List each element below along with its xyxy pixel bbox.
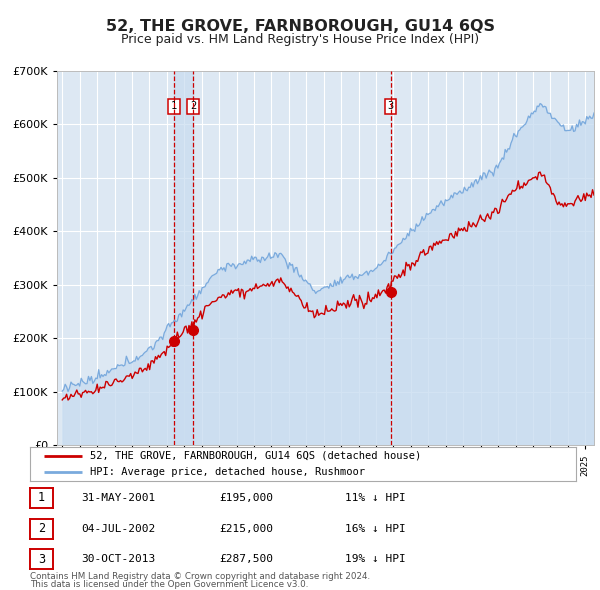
Text: 52, THE GROVE, FARNBOROUGH, GU14 6QS: 52, THE GROVE, FARNBOROUGH, GU14 6QS: [106, 19, 494, 34]
Bar: [174, 71, 193, 445]
Text: 16% ↓ HPI: 16% ↓ HPI: [345, 524, 406, 533]
Text: 1: 1: [38, 491, 45, 504]
Text: 1: 1: [171, 101, 177, 112]
Text: £215,000: £215,000: [219, 524, 273, 533]
Text: 3: 3: [38, 553, 45, 566]
Text: This data is licensed under the Open Government Licence v3.0.: This data is licensed under the Open Gov…: [30, 580, 308, 589]
Text: Price paid vs. HM Land Registry's House Price Index (HPI): Price paid vs. HM Land Registry's House …: [121, 33, 479, 46]
Text: 2: 2: [38, 522, 45, 535]
Text: HPI: Average price, detached house, Rushmoor: HPI: Average price, detached house, Rush…: [90, 467, 365, 477]
Text: 04-JUL-2002: 04-JUL-2002: [81, 524, 155, 533]
Text: Contains HM Land Registry data © Crown copyright and database right 2024.: Contains HM Land Registry data © Crown c…: [30, 572, 370, 581]
Text: £287,500: £287,500: [219, 555, 273, 564]
Text: 11% ↓ HPI: 11% ↓ HPI: [345, 493, 406, 503]
Text: £195,000: £195,000: [219, 493, 273, 503]
Text: 31-MAY-2001: 31-MAY-2001: [81, 493, 155, 503]
Text: 3: 3: [388, 101, 394, 112]
Text: 52, THE GROVE, FARNBOROUGH, GU14 6QS (detached house): 52, THE GROVE, FARNBOROUGH, GU14 6QS (de…: [90, 451, 421, 461]
Text: 2: 2: [190, 101, 196, 112]
Text: 19% ↓ HPI: 19% ↓ HPI: [345, 555, 406, 564]
Text: 30-OCT-2013: 30-OCT-2013: [81, 555, 155, 564]
